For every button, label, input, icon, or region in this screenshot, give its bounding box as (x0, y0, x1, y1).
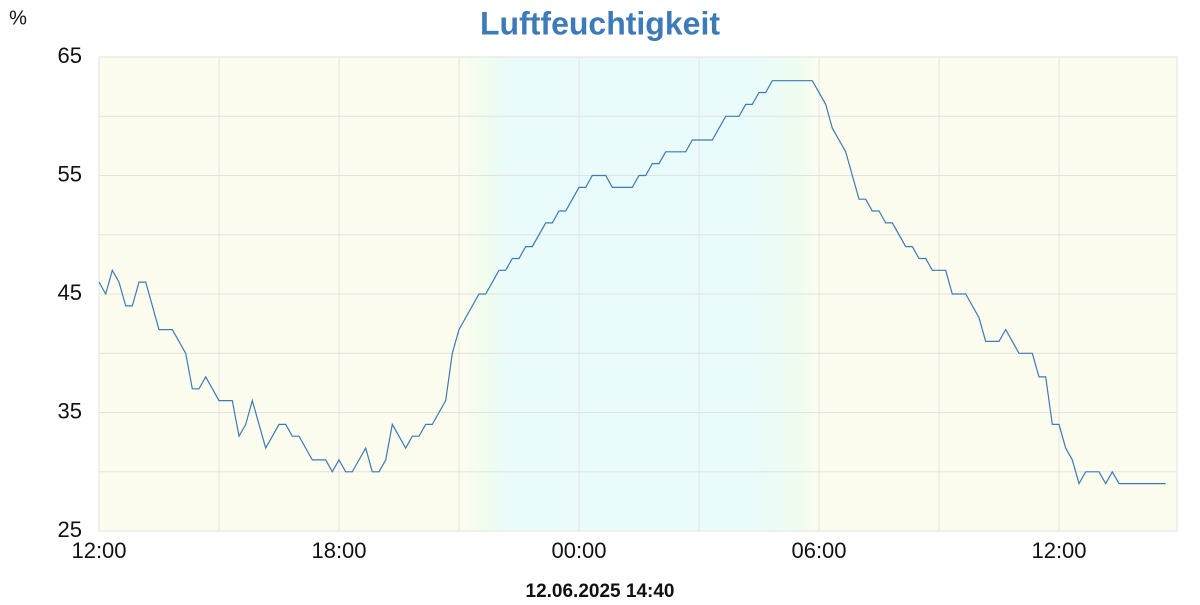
y-axis-label: % (9, 7, 27, 29)
x-tick-label: 00:00 (551, 538, 606, 563)
x-tick-label: 06:00 (791, 538, 846, 563)
y-tick-label: 65 (58, 43, 82, 68)
x-tick-label: 12:00 (71, 538, 126, 563)
plot-border (98, 56, 1178, 532)
x-tick-label: 12:00 (1031, 538, 1086, 563)
data-line (98, 80, 1166, 486)
y-tick-label: 45 (58, 280, 82, 305)
y-tick-label: 25 (58, 517, 82, 542)
y-tick-label: 55 (58, 161, 82, 186)
x-tick-label: 18:00 (311, 538, 366, 563)
chart-title: Luftfeuchtigkeit (480, 5, 720, 41)
footer-timestamp: 12.06.2025 14:40 (526, 581, 675, 600)
y-tick-label: 35 (58, 398, 82, 423)
